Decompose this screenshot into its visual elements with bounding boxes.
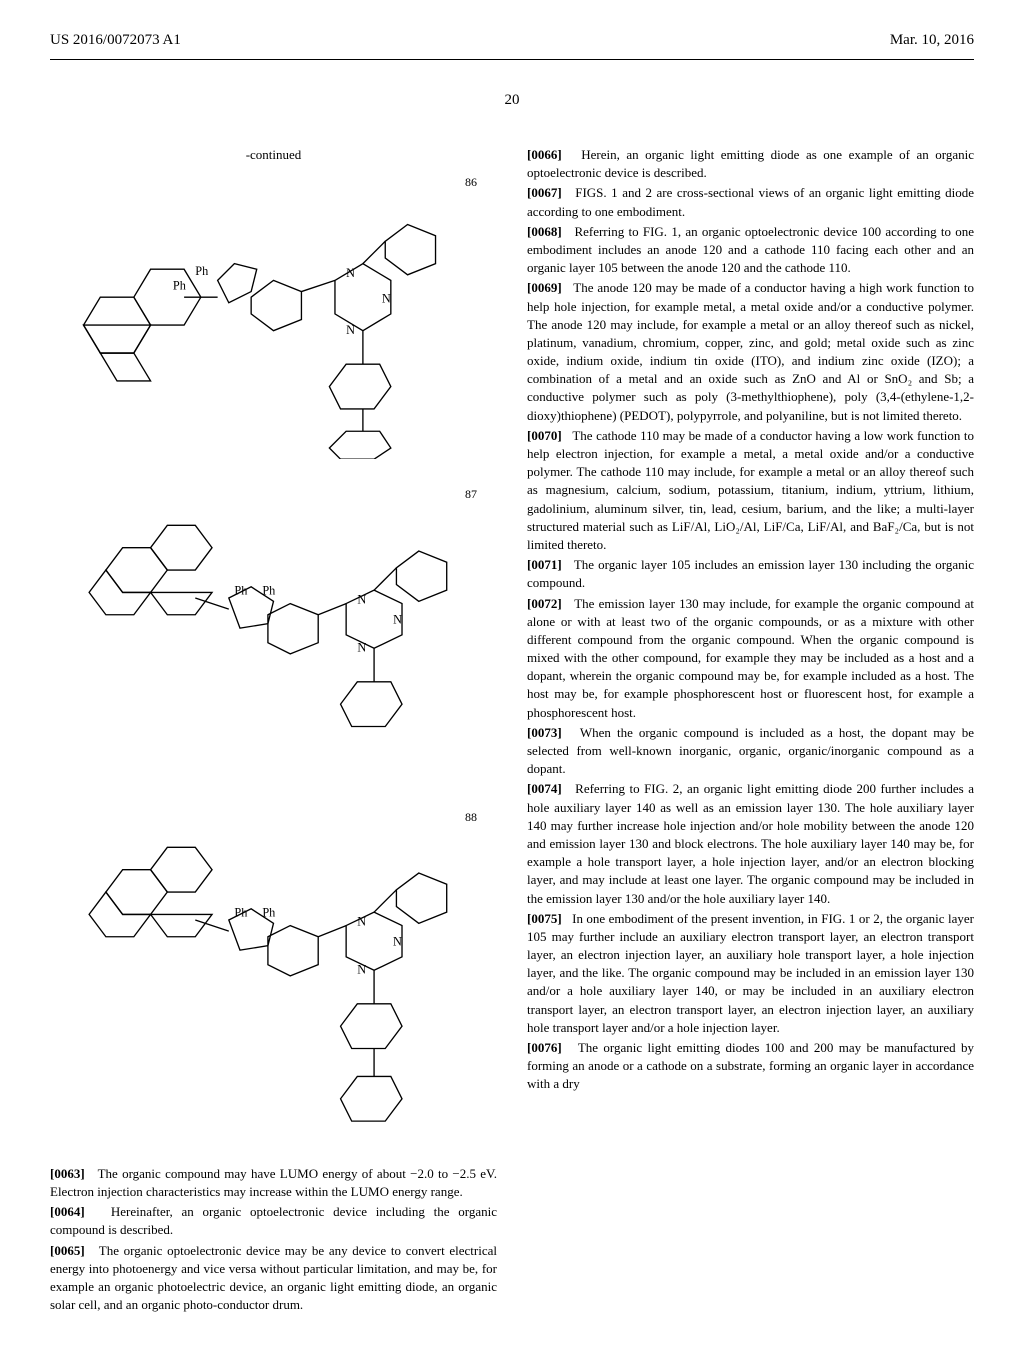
paragraph-0069: [0069] The anode 120 may be made of a co… — [527, 279, 974, 425]
svg-text:Ph: Ph — [262, 583, 275, 597]
para-text: Referring to FIG. 2, an organic light em… — [527, 781, 974, 905]
para-num: [0067] — [527, 185, 562, 200]
para-num: [0072] — [527, 596, 562, 611]
svg-text:N: N — [382, 292, 391, 306]
molecule-svg-88: Ph Ph N N N — [50, 825, 497, 1138]
paragraph-0076: [0076] The organic light emitting diodes… — [527, 1039, 974, 1094]
para-text: The organic light emitting diodes 100 an… — [527, 1040, 974, 1091]
content-columns: -continued 86 Ph Ph N N — [50, 146, 974, 1316]
paragraph-0074: [0074] Referring to FIG. 2, an organic l… — [527, 780, 974, 907]
svg-text:Ph: Ph — [173, 278, 186, 292]
para-text: The organic layer 105 includes an emissi… — [527, 557, 974, 590]
para-num: [0073] — [527, 725, 562, 740]
publication-date: Mar. 10, 2016 — [890, 30, 974, 51]
para-text: Referring to FIG. 1, an organic optoelec… — [527, 224, 974, 275]
continued-label: -continued — [50, 146, 497, 164]
svg-text:N: N — [357, 640, 366, 654]
chemical-structure-88: 88 Ph Ph N N N — [50, 809, 497, 1145]
publication-number: US 2016/0072073 A1 — [50, 30, 181, 51]
para-num: [0063] — [50, 1166, 85, 1181]
right-column: [0066] Herein, an organic light emitting… — [527, 146, 974, 1316]
para-text: The cathode 110 may be made of a conduct… — [527, 428, 974, 552]
paragraph-0072: [0072] The emission layer 130 may includ… — [527, 595, 974, 722]
para-num: [0071] — [527, 557, 562, 572]
para-text: The organic optoelectronic device may be… — [50, 1243, 497, 1313]
compound-label-86: 86 — [50, 174, 497, 191]
paragraph-0066: [0066] Herein, an organic light emitting… — [527, 146, 974, 182]
chemical-structure-86: 86 Ph Ph N N N — [50, 174, 497, 466]
para-text: Hereinafter, an organic optoelectronic d… — [50, 1204, 497, 1237]
paragraph-0067: [0067] FIGS. 1 and 2 are cross-sectional… — [527, 184, 974, 220]
para-num: [0068] — [527, 224, 562, 239]
svg-text:Ph: Ph — [262, 906, 275, 920]
page-number: 20 — [50, 90, 974, 111]
left-column: -continued 86 Ph Ph N N — [50, 146, 497, 1316]
svg-text:Ph: Ph — [234, 583, 247, 597]
svg-text:Ph: Ph — [195, 264, 208, 278]
para-text: In one embodiment of the present inventi… — [527, 911, 974, 1035]
paragraph-0071: [0071] The organic layer 105 includes an… — [527, 556, 974, 592]
paragraph-0064: [0064] Hereinafter, an organic optoelect… — [50, 1203, 497, 1239]
paragraph-0070: [0070] The cathode 110 may be made of a … — [527, 427, 974, 554]
molecule-svg-87: Ph Ph N N N — [50, 503, 497, 782]
para-num: [0064] — [50, 1204, 85, 1219]
svg-text:N: N — [346, 323, 355, 337]
paragraph-0065: [0065] The organic optoelectronic device… — [50, 1242, 497, 1315]
paragraph-0075: [0075] In one embodiment of the present … — [527, 910, 974, 1037]
chemical-structure-87: 87 Ph Ph N N N — [50, 486, 497, 789]
svg-text:N: N — [357, 592, 366, 606]
para-num: [0075] — [527, 911, 562, 926]
para-num: [0065] — [50, 1243, 85, 1258]
para-num: [0070] — [527, 428, 562, 443]
para-num: [0066] — [527, 147, 562, 162]
header-divider — [50, 59, 974, 60]
para-num: [0076] — [527, 1040, 562, 1055]
svg-text:N: N — [357, 915, 366, 929]
paragraph-0063: [0063] The organic compound may have LUM… — [50, 1165, 497, 1201]
page-header: US 2016/0072073 A1 Mar. 10, 2016 — [50, 30, 974, 51]
paragraph-0068: [0068] Referring to FIG. 1, an organic o… — [527, 223, 974, 278]
para-text: FIGS. 1 and 2 are cross-sectional views … — [527, 185, 974, 218]
para-text: The organic compound may have LUMO energ… — [50, 1166, 497, 1199]
svg-text:Ph: Ph — [234, 906, 247, 920]
para-num: [0074] — [527, 781, 562, 796]
compound-label-88: 88 — [50, 809, 497, 826]
paragraph-0073: [0073] When the organic compound is incl… — [527, 724, 974, 779]
svg-text:N: N — [346, 266, 355, 280]
para-text: Herein, an organic light emitting diode … — [527, 147, 974, 180]
svg-text:N: N — [357, 963, 366, 977]
para-num: [0069] — [527, 280, 562, 295]
para-text: When the organic compound is included as… — [527, 725, 974, 776]
svg-text:N: N — [393, 935, 402, 949]
molecule-svg-86: Ph Ph N N N — [50, 191, 497, 459]
para-text: The emission layer 130 may include, for … — [527, 596, 974, 720]
compound-label-87: 87 — [50, 486, 497, 503]
para-text: The anode 120 may be made of a conductor… — [527, 280, 974, 422]
svg-text:N: N — [393, 612, 402, 626]
